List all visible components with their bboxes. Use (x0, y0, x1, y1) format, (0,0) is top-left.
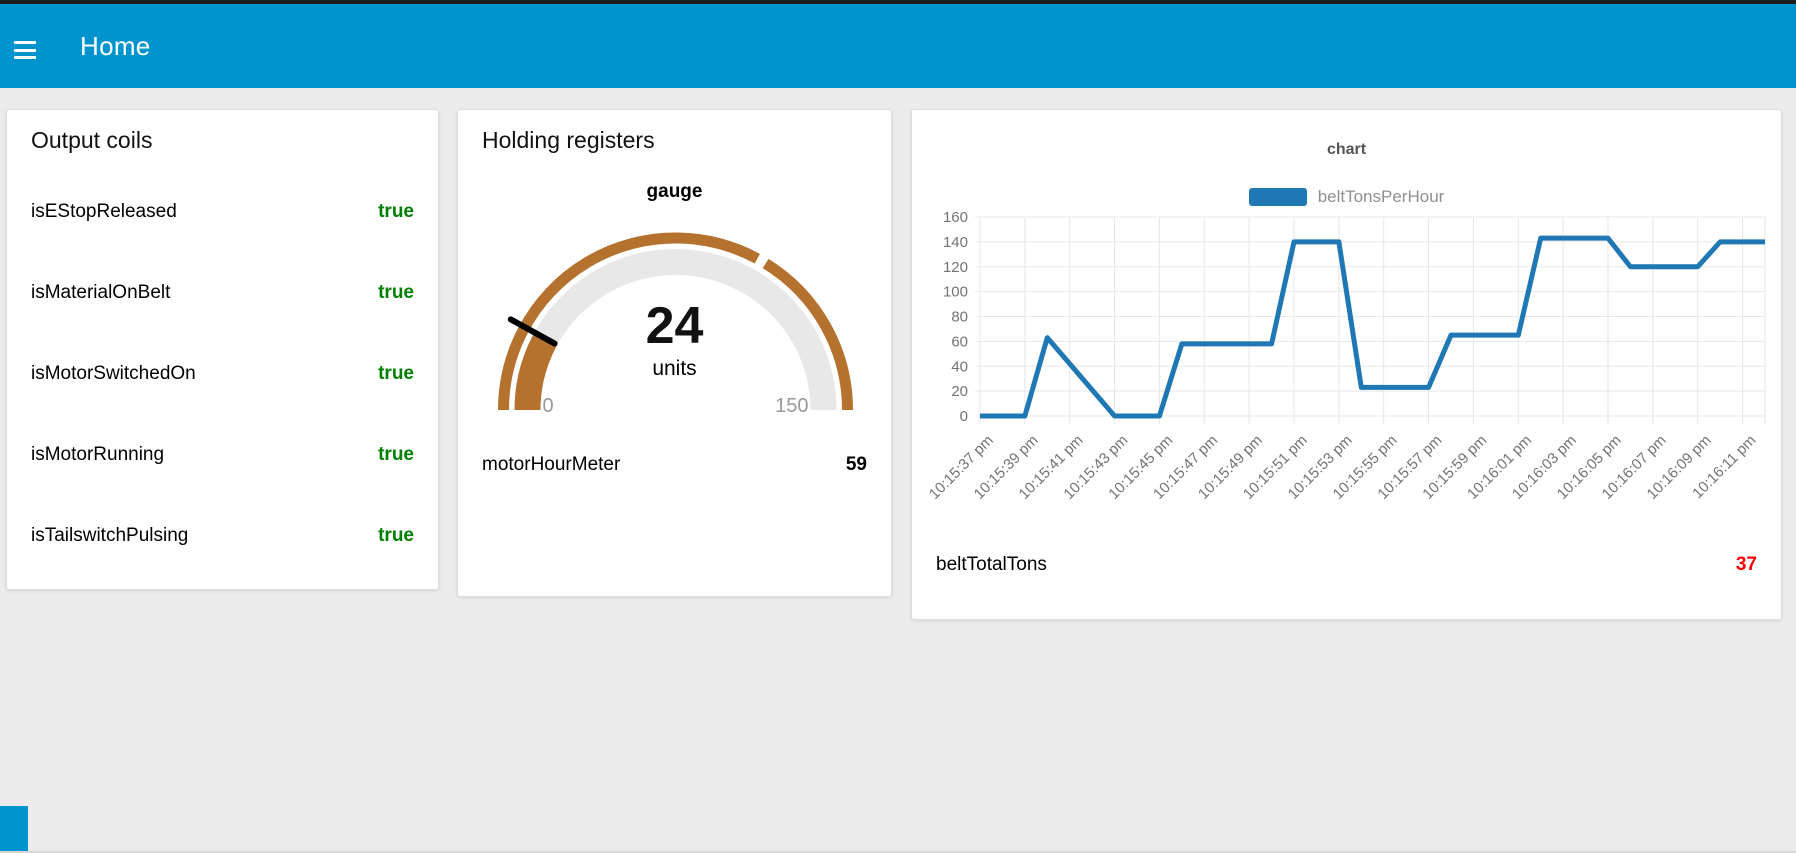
svg-text:20: 20 (951, 383, 968, 400)
coil-row: isMotorRunning true (31, 442, 414, 468)
page-title: Home (80, 31, 151, 61)
svg-text:140: 140 (943, 234, 968, 251)
motor-hour-meter-row: motorHourMeter 59 (482, 452, 867, 478)
chart-legend[interactable]: beltTonsPerHour (912, 187, 1781, 207)
svg-text:0: 0 (543, 395, 554, 417)
svg-text:40: 40 (951, 358, 968, 375)
svg-text:0: 0 (960, 408, 968, 425)
svg-text:160: 160 (943, 209, 968, 226)
coil-value: true (378, 444, 414, 465)
coil-label: isMaterialOnBelt (31, 282, 171, 303)
gauge-widget: 0 150 (498, 232, 853, 417)
output-coils-card: Output coils isEStopReleased true isMate… (6, 109, 439, 590)
window-top-edge (0, 0, 1796, 4)
belt-total-tons-row: beltTotalTons 37 (936, 552, 1757, 578)
coil-row: isMotorSwitchedOn true (31, 361, 414, 387)
chart-title: chart (1326, 141, 1367, 158)
coil-value: true (378, 525, 414, 546)
coil-label: isTailswitchPulsing (31, 525, 189, 546)
svg-text:60: 60 (951, 333, 968, 350)
coil-value: true (378, 201, 414, 222)
coil-row: isTailswitchPulsing true (31, 523, 414, 549)
legend-color-swatch (1248, 188, 1307, 206)
partial-blue-element (0, 806, 28, 853)
window-bottom-edge (0, 851, 1796, 853)
coil-label: isEStopReleased (31, 201, 177, 222)
holding-registers-card: Holding registers gauge 0 150 24 units mo… (457, 109, 892, 597)
coil-label: isMotorSwitchedOn (31, 363, 196, 384)
legend-series-label: beltTonsPerHour (1317, 187, 1445, 206)
chart-card: chart beltTonsPerHour 0 20 40 60 80 100 120 140… (911, 109, 1782, 620)
total-label: beltTotalTons (936, 554, 1047, 575)
coil-row: isEStopReleased true (31, 199, 414, 225)
gauge-title: gauge (646, 181, 703, 202)
meter-value: 59 (845, 454, 867, 475)
coil-value: true (378, 363, 414, 384)
svg-text:120: 120 (943, 259, 968, 276)
svg-text:80: 80 (951, 309, 968, 326)
coil-value: true (378, 282, 414, 303)
gauge-value: 24 (645, 297, 704, 355)
hamburger-menu-icon[interactable] (14, 41, 40, 59)
total-value: 37 (1735, 554, 1757, 575)
meter-label: motorHourMeter (482, 454, 621, 475)
card-title: Holding registers (482, 127, 655, 153)
coil-row: isMaterialOnBelt true (31, 280, 414, 306)
svg-text:150: 150 (775, 395, 808, 417)
svg-text:100: 100 (943, 284, 968, 301)
coil-label: isMotorRunning (31, 444, 165, 465)
card-title: Output coils (31, 127, 153, 153)
app-header: Home (0, 4, 1796, 88)
gauge-units-label: units (652, 357, 697, 380)
